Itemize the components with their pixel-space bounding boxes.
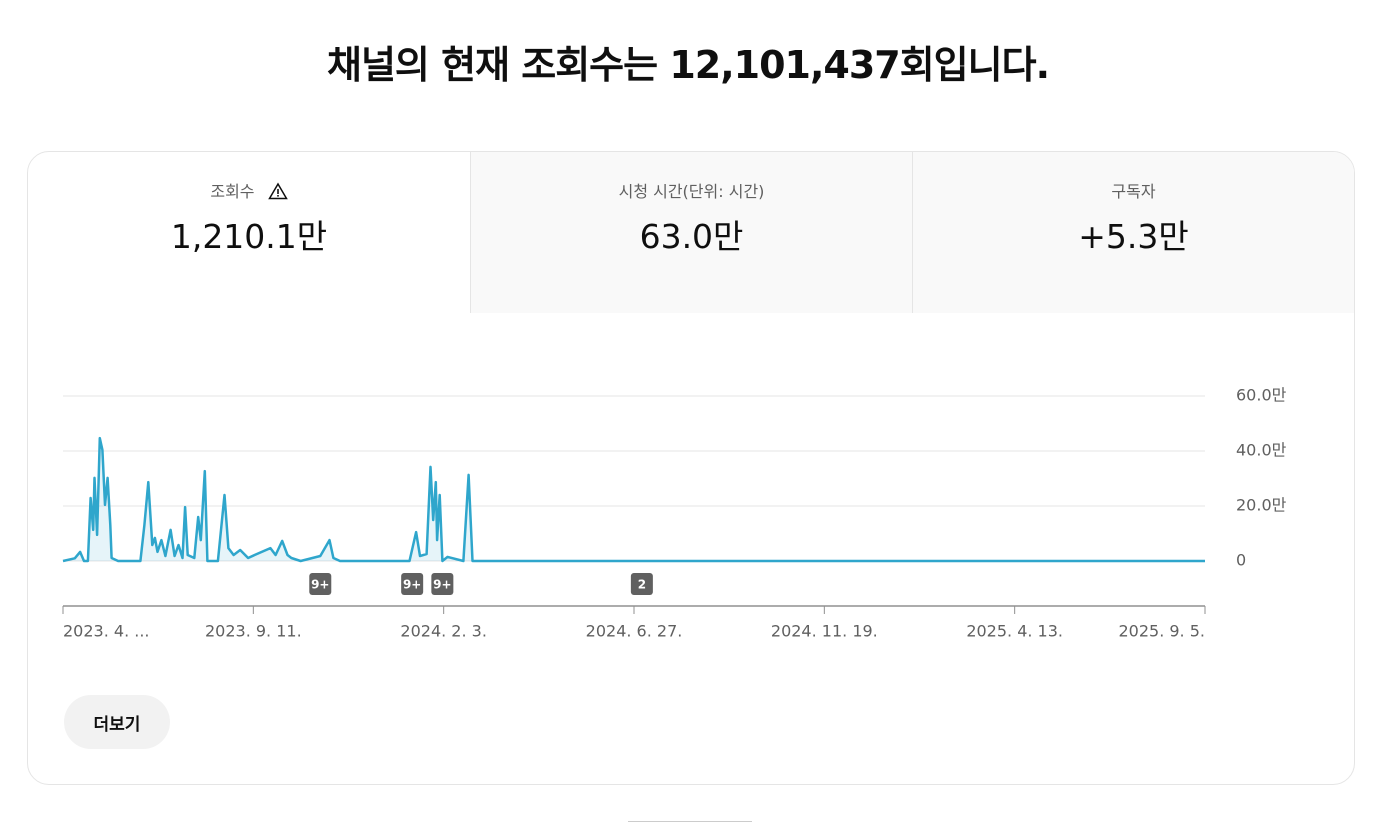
tab[interactable]: 시청 시간(단위: 시간) 63.0만 — [470, 152, 912, 313]
area — [63, 438, 1205, 561]
tab-value: +5.3만 — [1078, 217, 1189, 256]
tab-label-text: 조회수 — [210, 182, 255, 201]
y-tick-label: 40.0만 — [1236, 441, 1287, 460]
x-tick-label: 2025. 4. 13. — [966, 622, 1063, 641]
x-tick-label: 2023. 9. 11. — [205, 622, 302, 641]
tab-label: 시청 시간(단위: 시간) — [618, 182, 765, 201]
y-tick-label: 20.0만 — [1236, 496, 1287, 515]
tab[interactable]: 구독자 +5.3만 — [912, 152, 1354, 313]
more-button[interactable]: 더보기 — [64, 695, 170, 749]
annotation-badge — [401, 573, 424, 595]
x-tick-label: 2023. 4. ... — [63, 622, 150, 641]
analytics-card: 조회수 1,210.1만 시청 시간(단위: 시간) 63.0만 구독자 +5.… — [27, 151, 1355, 785]
tab-value: 63.0만 — [639, 217, 744, 256]
annotation-badge — [431, 573, 454, 595]
x-tick-label: 2024. 6. 27. — [586, 622, 683, 641]
annotation-label: 2 — [638, 578, 646, 592]
y-tick-label: 0 — [1236, 551, 1246, 570]
x-tick-label: 2024. 2. 3. — [400, 622, 487, 641]
annotation-label: 9+ — [311, 578, 329, 592]
headline: 채널의 현재 조회수는 12,101,437회입니다. — [327, 43, 1050, 87]
annotation-badge — [309, 573, 332, 595]
tab-value: 1,210.1만 — [170, 217, 328, 256]
tab[interactable]: 조회수 1,210.1만 — [28, 152, 470, 313]
tab-label: 조회수 — [28, 178, 470, 201]
annotation-label: 9+ — [403, 578, 421, 592]
annotation-label: 9+ — [433, 578, 451, 592]
x-tick-label: 2024. 11. 19. — [771, 622, 878, 641]
warning-icon — [267, 182, 288, 200]
divider — [628, 821, 752, 822]
tab-label: 구독자 — [1111, 182, 1156, 201]
x-tick-label: 2025. 9. 5. — [1118, 622, 1205, 641]
line — [62, 436, 1205, 563]
y-tick-label: 60.0만 — [1236, 386, 1287, 405]
annotation-badge — [630, 573, 653, 595]
